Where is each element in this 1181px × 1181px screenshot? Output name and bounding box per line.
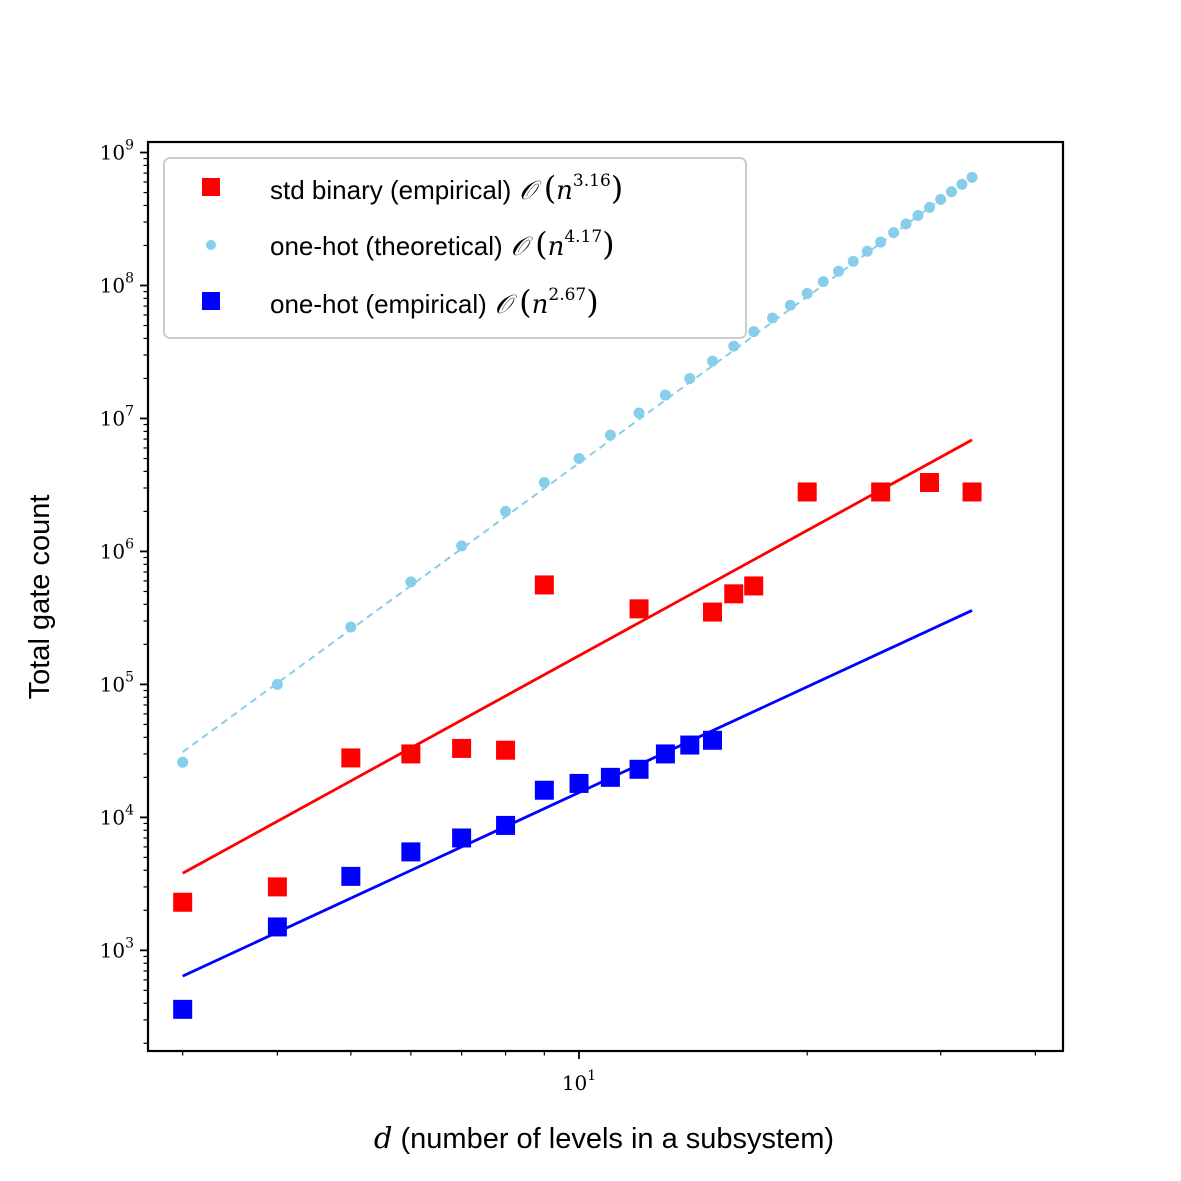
point-one-hot-theoretical [924, 201, 936, 213]
point-std-binary-empirical [871, 482, 891, 502]
legend: std binary (empirical) 𝒪 (n3.16) one-hot (… [163, 157, 747, 339]
point-one-hot-theoretical [956, 178, 968, 190]
x-tick-label: 101 [562, 1068, 596, 1095]
point-one-hot-empirical [600, 767, 620, 787]
point-one-hot-theoretical [659, 389, 671, 401]
y-tick-label: 105 [100, 669, 134, 696]
point-std-binary-empirical [629, 599, 649, 619]
point-one-hot-empirical [629, 759, 649, 779]
point-one-hot-theoretical [633, 407, 645, 419]
fit-lines [182, 175, 973, 978]
axes: 103 104 105 106 107 108 109 101 [100, 138, 1036, 1095]
point-std-binary-empirical [496, 740, 516, 760]
point-one-hot-theoretical [500, 505, 512, 517]
point-one-hot-empirical [680, 735, 700, 755]
point-std-binary-empirical [267, 877, 287, 897]
point-one-hot-empirical [569, 773, 589, 793]
point-one-hot-theoretical [767, 312, 779, 324]
x-axis-label: d (number of levels in a subsystem) [374, 1121, 834, 1155]
point-one-hot-theoretical [888, 227, 900, 239]
point-std-binary-empirical [920, 472, 940, 492]
point-one-hot-theoretical [966, 171, 978, 183]
point-one-hot-empirical [703, 730, 723, 750]
y-tick-label: 108 [100, 270, 134, 297]
point-std-binary-empirical [534, 575, 554, 595]
point-one-hot-theoretical [900, 218, 912, 230]
point-one-hot-theoretical [833, 265, 845, 277]
point-one-hot-theoretical [817, 276, 829, 288]
point-one-hot-empirical [655, 744, 675, 764]
y-tick-label: 103 [100, 935, 134, 962]
point-one-hot-empirical [267, 917, 287, 937]
point-one-hot-theoretical [728, 340, 740, 352]
legend-marker-one-hot-empirical [202, 292, 220, 310]
y-tick-label: 104 [100, 802, 134, 829]
point-one-hot-theoretical [912, 210, 924, 222]
point-one-hot-theoretical [875, 236, 887, 248]
point-one-hot-theoretical [684, 372, 696, 384]
point-one-hot-theoretical [345, 621, 357, 633]
legend-marker-std-binary [202, 178, 220, 196]
legend-box [163, 157, 747, 339]
point-one-hot-theoretical [801, 288, 813, 300]
point-one-hot-theoretical [573, 452, 585, 464]
point-std-binary-empirical [962, 482, 982, 502]
point-one-hot-theoretical [861, 245, 873, 257]
point-std-binary-empirical [452, 738, 472, 758]
fit-line-one-hot-theoretical [182, 175, 973, 753]
point-std-binary-empirical [703, 602, 723, 622]
point-std-binary-empirical [401, 744, 421, 764]
fit-line-one-hot-empirical [182, 609, 973, 978]
point-std-binary-empirical [744, 576, 764, 596]
point-std-binary-empirical [173, 892, 193, 912]
point-one-hot-empirical [534, 780, 554, 800]
point-one-hot-empirical [173, 999, 193, 1019]
y-tick-label: 109 [100, 138, 134, 165]
y-tick-label: 107 [100, 403, 134, 430]
data-markers [173, 171, 982, 1019]
y-axis-label: Total gate count [24, 495, 56, 700]
point-one-hot-theoretical [847, 255, 859, 267]
point-std-binary-empirical [724, 584, 744, 604]
point-one-hot-empirical [496, 815, 516, 835]
point-one-hot-theoretical [935, 193, 947, 205]
point-one-hot-empirical [401, 842, 421, 862]
point-one-hot-theoretical [456, 540, 468, 552]
point-one-hot-theoretical [271, 678, 283, 690]
point-std-binary-empirical [797, 482, 817, 502]
point-one-hot-theoretical [177, 756, 189, 768]
point-one-hot-theoretical [784, 299, 796, 311]
point-one-hot-theoretical [604, 429, 616, 441]
point-one-hot-theoretical [945, 186, 957, 198]
y-tick-label: 106 [100, 536, 134, 563]
legend-marker-one-hot-theoretical [206, 240, 216, 250]
point-one-hot-empirical [452, 828, 472, 848]
point-one-hot-theoretical [748, 326, 760, 338]
fit-line-std-binary-empirical [182, 438, 973, 875]
point-one-hot-theoretical [405, 576, 417, 588]
point-one-hot-theoretical [538, 476, 550, 488]
point-std-binary-empirical [341, 748, 361, 768]
point-one-hot-empirical [341, 866, 361, 886]
point-one-hot-theoretical [707, 355, 719, 367]
